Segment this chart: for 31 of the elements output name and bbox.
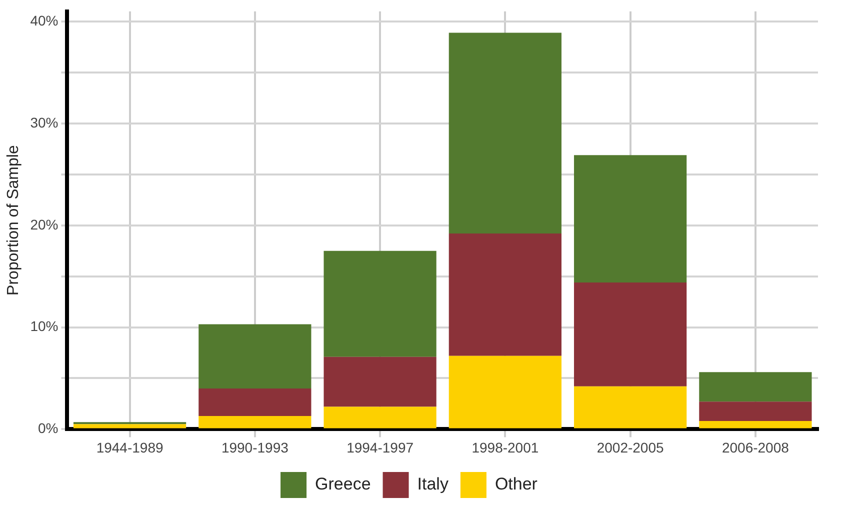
bar xyxy=(324,250,436,357)
bar xyxy=(574,386,687,428)
bar xyxy=(324,356,436,407)
bar xyxy=(699,421,812,428)
bar xyxy=(574,282,687,386)
x-tick-label: 2002-2005 xyxy=(596,439,664,456)
bar xyxy=(448,356,562,428)
x-tick-label: 1994-1997 xyxy=(346,439,414,456)
legend-label: Greece xyxy=(315,474,371,494)
bar xyxy=(198,388,312,416)
x-tick-label: 1990-1993 xyxy=(221,439,289,456)
y-tick-label: 10% xyxy=(30,318,58,334)
legend-label: Other xyxy=(494,474,538,494)
x-tick-label: 1998-2001 xyxy=(472,439,539,456)
y-axis-title: Proportion of Sample xyxy=(5,145,22,296)
bar xyxy=(574,155,687,282)
bar xyxy=(448,32,562,234)
y-tick-label: 0% xyxy=(38,420,58,436)
bar xyxy=(699,372,812,402)
x-tick-label: 2006-2008 xyxy=(722,439,790,456)
bar xyxy=(198,416,312,428)
bar xyxy=(324,406,436,428)
y-tick-label: 40% xyxy=(30,12,58,28)
bar xyxy=(448,234,562,356)
y-tick-label: 30% xyxy=(30,114,58,130)
x-tick-label: 1944-1989 xyxy=(96,439,164,456)
y-tick-label: 20% xyxy=(30,216,58,232)
bar xyxy=(198,324,312,388)
legend-label: Italy xyxy=(417,474,449,494)
bar xyxy=(73,424,186,428)
bar xyxy=(699,402,812,422)
